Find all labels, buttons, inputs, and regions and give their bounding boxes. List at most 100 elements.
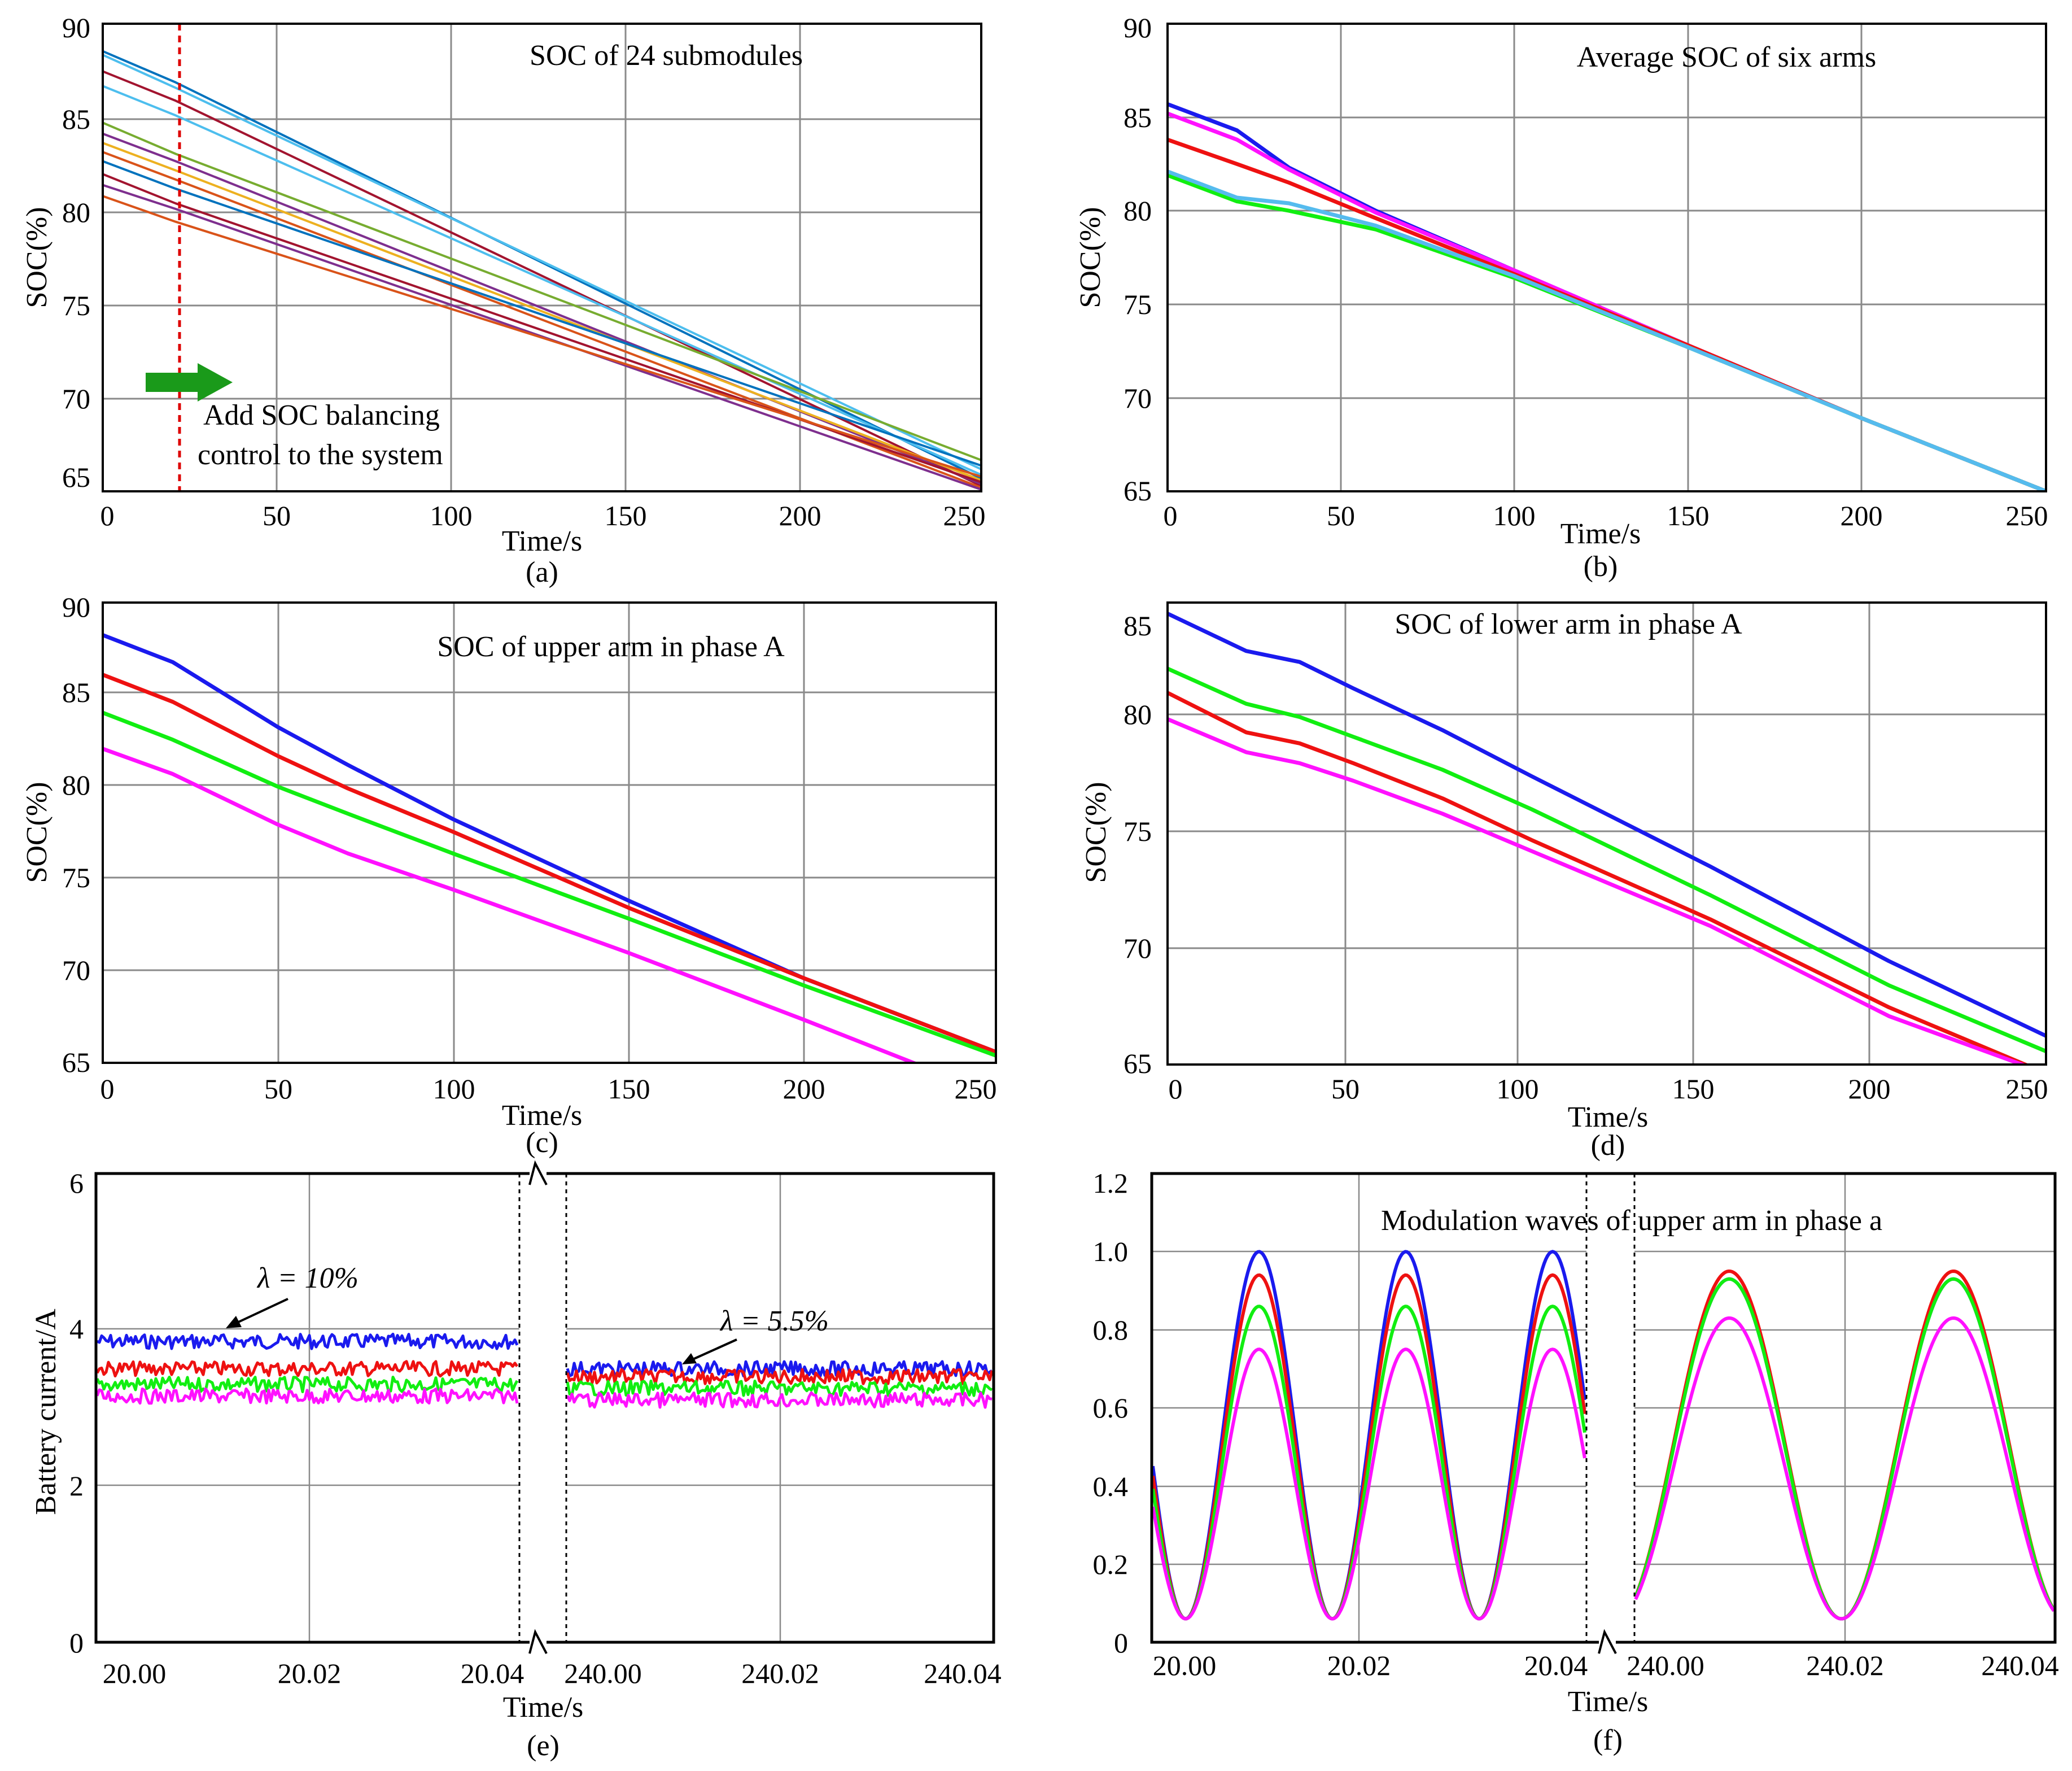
- xtick: 20.02: [1327, 1650, 1391, 1681]
- y-axis-label-b: SOC(%): [1074, 207, 1107, 308]
- xtick: 0: [1169, 1073, 1183, 1105]
- xtick: 50: [264, 1073, 292, 1105]
- xtick: 250: [2006, 500, 2048, 531]
- y-axis-label-d: SOC(%): [1080, 782, 1112, 883]
- plot-frame-c: [102, 601, 997, 1064]
- xtick: 100: [430, 500, 473, 531]
- series-line: [1634, 1316, 2055, 1621]
- ytick: 65: [1124, 1048, 1152, 1079]
- xtick: 240.04: [1981, 1650, 2059, 1681]
- panel-f: Modulation waves of upper arm in phase a…: [1093, 1167, 2059, 1756]
- ytick: 70: [1124, 382, 1152, 414]
- ytick: 0.4: [1093, 1471, 1129, 1502]
- xtick: 100: [1493, 500, 1536, 531]
- chart-title-b: Average SOC of six arms: [1577, 41, 1877, 73]
- annotation-line-2: control to the system: [198, 439, 443, 471]
- x-axis-label-a: Time/s: [502, 525, 583, 557]
- series-line: [103, 85, 981, 476]
- axis-break-f: [1585, 1171, 1636, 1654]
- ytick: 80: [62, 769, 90, 801]
- xtick: 150: [608, 1073, 650, 1105]
- series-line: [1152, 1305, 1586, 1621]
- series-line: [566, 1360, 993, 1378]
- axis-break-e: [518, 1160, 567, 1654]
- ytick: 90: [62, 12, 90, 43]
- ytick: 85: [62, 103, 90, 135]
- series-line: [103, 673, 996, 1054]
- series-line: [1168, 612, 2046, 1038]
- series-line: [1168, 691, 2030, 1065]
- series-line: [566, 1368, 994, 1385]
- plot-frame-a: [102, 23, 982, 492]
- ytick: 2: [69, 1470, 84, 1502]
- x-axis-label-e: Time/s: [503, 1691, 584, 1724]
- xtick: 250: [943, 500, 986, 531]
- y-axis-label-e: Battery current/A: [30, 1308, 62, 1515]
- series-line: [103, 151, 981, 489]
- series-line: [103, 142, 981, 482]
- xtick: 200: [1848, 1073, 1891, 1105]
- series-line: [96, 1360, 519, 1378]
- xtick: 240.00: [564, 1657, 642, 1689]
- series-line: [103, 160, 981, 467]
- grid-b: [1168, 24, 2046, 491]
- yticks-d: 65 70 75 80 85: [1124, 610, 1152, 1079]
- ytick: 85: [1124, 610, 1152, 642]
- panel-e: λ = 10% λ = 5.5% 0 2 4 6 20.00 20.02 20.…: [30, 1160, 1002, 1762]
- lambda-annotation-right: λ = 5.5%: [682, 1305, 829, 1364]
- series-line: [1168, 111, 2046, 491]
- caption-d: (d): [1591, 1129, 1625, 1162]
- xtick: 250: [955, 1073, 997, 1105]
- series-line: [566, 1379, 993, 1397]
- panel-d: SOC of lower arm in phase A 65 70 75 80 …: [1080, 601, 2048, 1162]
- ytick: 70: [62, 954, 90, 986]
- ytick: 0.2: [1093, 1548, 1129, 1580]
- xtick: 20.02: [278, 1657, 342, 1689]
- plot-frame-d: [1166, 601, 2047, 1066]
- grid-c: [103, 603, 996, 1063]
- panel-c: SOC of upper arm in phase A 65 70 75 80 …: [21, 591, 997, 1159]
- plot-frame-b: [1166, 23, 2047, 492]
- ytick: 0.6: [1093, 1392, 1129, 1424]
- series-line: [1168, 666, 2046, 1053]
- panel-b: Average SOC of six arms 65 70 75 80 85 9…: [1074, 12, 2048, 583]
- grid-f: [1152, 1174, 2055, 1642]
- yticks-e: 0 2 4 6: [69, 1167, 84, 1659]
- y-axis-label-c: SOC(%): [21, 782, 53, 883]
- ytick: 85: [1124, 102, 1152, 133]
- ytick: 65: [62, 1046, 90, 1078]
- series-line: [566, 1391, 993, 1409]
- series-b: [1168, 102, 2046, 491]
- arrow-icon: [226, 1316, 242, 1328]
- series-line: [96, 1332, 519, 1350]
- ytick: 75: [62, 862, 90, 893]
- series-line: [103, 121, 981, 461]
- series-line: [1152, 1347, 1586, 1621]
- lambda-label-right: λ = 5.5%: [719, 1305, 829, 1337]
- lambda-annotation-left: λ = 10%: [226, 1262, 359, 1328]
- ytick: 90: [1124, 12, 1152, 43]
- caption-f: (f): [1593, 1724, 1623, 1756]
- series-a: [103, 50, 981, 491]
- ytick: 4: [69, 1313, 84, 1345]
- xtick: 250: [2006, 1073, 2048, 1105]
- series-line: [103, 54, 981, 470]
- yticks-c: 65 70 75 80 85 90: [62, 591, 90, 1078]
- xtick: 20.00: [1153, 1650, 1217, 1681]
- ytick: 70: [62, 383, 90, 415]
- series-line: [103, 173, 981, 483]
- ytick: 1.0: [1093, 1236, 1129, 1267]
- yticks-f: 0 0.2 0.4 0.6 0.8 1.0 1.2: [1093, 1167, 1129, 1659]
- xtick: 150: [1672, 1073, 1715, 1105]
- xtick: 0: [100, 1073, 115, 1105]
- xtick: 50: [1331, 1073, 1360, 1105]
- xtick: 20.04: [461, 1657, 524, 1689]
- caption-c: (c): [526, 1127, 558, 1159]
- chart-title-f: Modulation waves of upper arm in phase a: [1381, 1205, 1882, 1237]
- caption-b: (b): [1584, 551, 1618, 583]
- x-axis-label-c: Time/s: [502, 1100, 583, 1132]
- xtick: 150: [605, 500, 647, 531]
- arrow-icon: [146, 363, 233, 402]
- chart-title-d: SOC of lower arm in phase A: [1395, 608, 1742, 640]
